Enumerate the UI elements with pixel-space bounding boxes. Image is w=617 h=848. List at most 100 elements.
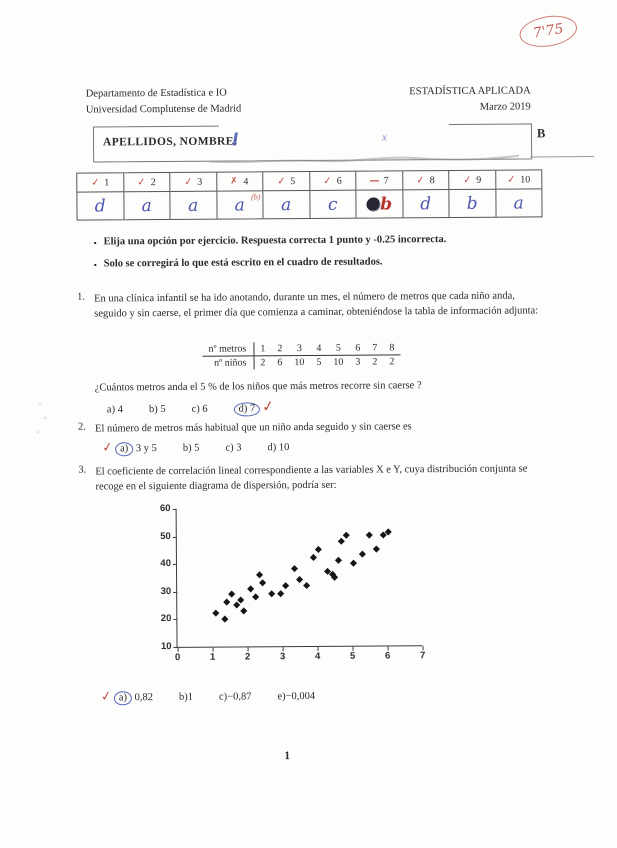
y-axis-tick bbox=[173, 619, 178, 621]
option-label: b) 5 bbox=[148, 403, 166, 416]
scatter-point bbox=[365, 531, 373, 539]
corrector-checkmark: ✓ bbox=[260, 396, 277, 417]
question-1-options: a) 4 b) 5 c) 6 d) 7 ✓ bbox=[107, 396, 303, 417]
scatter-point bbox=[227, 590, 235, 598]
scatter-point bbox=[290, 565, 298, 573]
grading-mark: ✓ bbox=[90, 176, 100, 189]
option-label: d) 10 bbox=[267, 442, 290, 454]
answer-header-cell: ✓ 10 bbox=[495, 170, 542, 190]
erased-name-squiggle bbox=[209, 154, 520, 164]
frequency-table-value: 5 bbox=[316, 356, 322, 368]
answer-column-number: 3 bbox=[197, 176, 203, 188]
scatter-point bbox=[334, 556, 342, 564]
scatter-point bbox=[303, 581, 311, 589]
name-field-label: APELLIDOS, NOMBRE: bbox=[102, 135, 239, 149]
frequency-table-value: 3 bbox=[288, 341, 311, 356]
y-axis-tick bbox=[173, 591, 178, 593]
answer-cell: a bbox=[263, 191, 309, 218]
y-axis-tick-label: 40 bbox=[160, 558, 172, 570]
grading-mark: — bbox=[369, 175, 379, 187]
option-label: c)−0,87 bbox=[218, 691, 252, 703]
answer-column: ✓ 8 d bbox=[402, 171, 450, 218]
scatter-point bbox=[221, 615, 229, 623]
scatter-point bbox=[337, 537, 345, 545]
question-3-text: El coeficiente de correlación lineal cor… bbox=[95, 463, 528, 493]
grading-mark: ✓ bbox=[136, 176, 147, 189]
y-axis-tick-label: 30 bbox=[160, 585, 172, 597]
handwritten-answer: c bbox=[327, 194, 338, 215]
x-axis-tick bbox=[282, 647, 284, 652]
x-axis-tick bbox=[177, 647, 179, 652]
grading-mark: ✓ bbox=[276, 175, 286, 188]
y-axis-tick bbox=[172, 536, 177, 538]
answer-header-cell: —7 bbox=[356, 171, 402, 191]
answer-option: e)−0,004 bbox=[277, 691, 315, 702]
answer-cell: a bbox=[496, 189, 542, 216]
answer-cell: b bbox=[356, 190, 402, 217]
scatter-point bbox=[342, 531, 351, 539]
scatter-point bbox=[315, 545, 323, 553]
department-line: Departamento de Estadística e IO bbox=[85, 87, 227, 100]
course-header: ESTADÍSTICA APLICADA Marzo 2019 bbox=[409, 83, 531, 116]
answer-column-number: 6 bbox=[336, 175, 342, 187]
scatter-point bbox=[255, 571, 263, 579]
baseline-extension bbox=[530, 155, 595, 158]
option-label: 3 y 5 bbox=[133, 443, 157, 455]
answer-column-number: 5 bbox=[290, 175, 296, 187]
answer-column-number: 4 bbox=[243, 175, 249, 187]
x-axis-tick-label: 4 bbox=[314, 650, 321, 662]
answer-header-cell: ✓ 9 bbox=[449, 170, 495, 191]
frequency-table-label: nº niños bbox=[202, 355, 254, 370]
frequency-table-value: 10 bbox=[333, 356, 344, 368]
answer-column: ✓ 1 d bbox=[77, 173, 125, 220]
instruction-item: ▪ Solo se corregirá lo que está escrito … bbox=[94, 255, 544, 272]
answer-grid: ✓ 1 d ✓ 2 a ✓ 3 a ✗ 4 a (b) ✓ 5 a ✓ 6 c —7 b ✓ 8 d ✓ 9 b ✓ 10 a bbox=[76, 169, 543, 221]
department-header: Departamento de Estadística e IO Univers… bbox=[86, 85, 242, 119]
name-field-box: APELLIDOS, NOMBRE: x bbox=[92, 121, 533, 164]
grading-mark: ✓ bbox=[415, 174, 426, 187]
answer-column: ✓ 6 c bbox=[309, 171, 357, 218]
answer-header-cell: ✓ 6 bbox=[309, 171, 356, 191]
corrector-checkmark: ✓ bbox=[99, 688, 113, 706]
answer-option: b) 5 bbox=[149, 404, 166, 415]
x-axis-tick-label: 1 bbox=[209, 651, 216, 663]
answer-option: c) 6 bbox=[192, 404, 208, 415]
x-axis-tick-label: 2 bbox=[244, 651, 251, 663]
x-axis-tick bbox=[247, 647, 249, 652]
scatter-point bbox=[331, 573, 339, 581]
answer-column-number: 9 bbox=[476, 174, 482, 186]
frequency-table-value: 1 bbox=[253, 342, 272, 356]
grade-value: 7'75 bbox=[531, 20, 565, 42]
answer-header-cell: ✓ 5 bbox=[263, 171, 309, 192]
question-2-options: ✓ a) 3 y 5 b) 5 c) 3 d) 10 bbox=[100, 439, 315, 457]
handwritten-answer: b bbox=[380, 193, 393, 214]
question-1-number: 1. bbox=[77, 291, 86, 303]
scatter-plot: 10 20 30 40 50 60 0 1 2 3 4 5 6 7 bbox=[160, 503, 425, 663]
x-axis-tick-label: 6 bbox=[384, 650, 391, 662]
scatter-point bbox=[212, 609, 220, 618]
scatter-point bbox=[222, 598, 230, 606]
handwritten-grade-circle: 7'75 bbox=[517, 11, 580, 51]
frequency-table-value: 2 bbox=[271, 342, 289, 356]
handwritten-answer: d bbox=[94, 195, 106, 216]
course-title: ESTADÍSTICA APLICADA bbox=[409, 85, 531, 98]
answer-header-cell: ✓ 3 bbox=[170, 172, 216, 192]
option-label: 0,82 bbox=[131, 692, 154, 704]
grading-mark: ✗ bbox=[230, 176, 239, 187]
scatter-point bbox=[240, 607, 248, 615]
frequency-table-value: 5 bbox=[327, 341, 350, 356]
frequency-table: nº metros 1 2 3 4 5 6 7 8 nº niños 2 6 10 5 10 3 2 2 bbox=[202, 341, 401, 370]
answer-option: ✓ a) 0,82 bbox=[99, 688, 154, 706]
scatter-point bbox=[350, 559, 358, 567]
corrector-checkmark: ✓ bbox=[101, 439, 115, 457]
instruction-item: ▪ Elija una opción por ejercicio. Respue… bbox=[94, 233, 544, 250]
exam-date: Marzo 2019 bbox=[479, 101, 531, 114]
answer-column-number: 1 bbox=[104, 176, 110, 188]
answer-option: ✓ a) 3 y 5 bbox=[100, 439, 157, 457]
option-label: e)−0,004 bbox=[277, 690, 316, 703]
grading-mark: ✓ bbox=[322, 174, 333, 187]
option-label: b) 5 bbox=[182, 442, 200, 454]
answer-header-cell: ✓ 1 bbox=[77, 173, 123, 193]
instruction-text: Solo se corregirá lo que está escrito en… bbox=[103, 256, 383, 270]
frequency-table-value: 3 bbox=[355, 356, 361, 368]
